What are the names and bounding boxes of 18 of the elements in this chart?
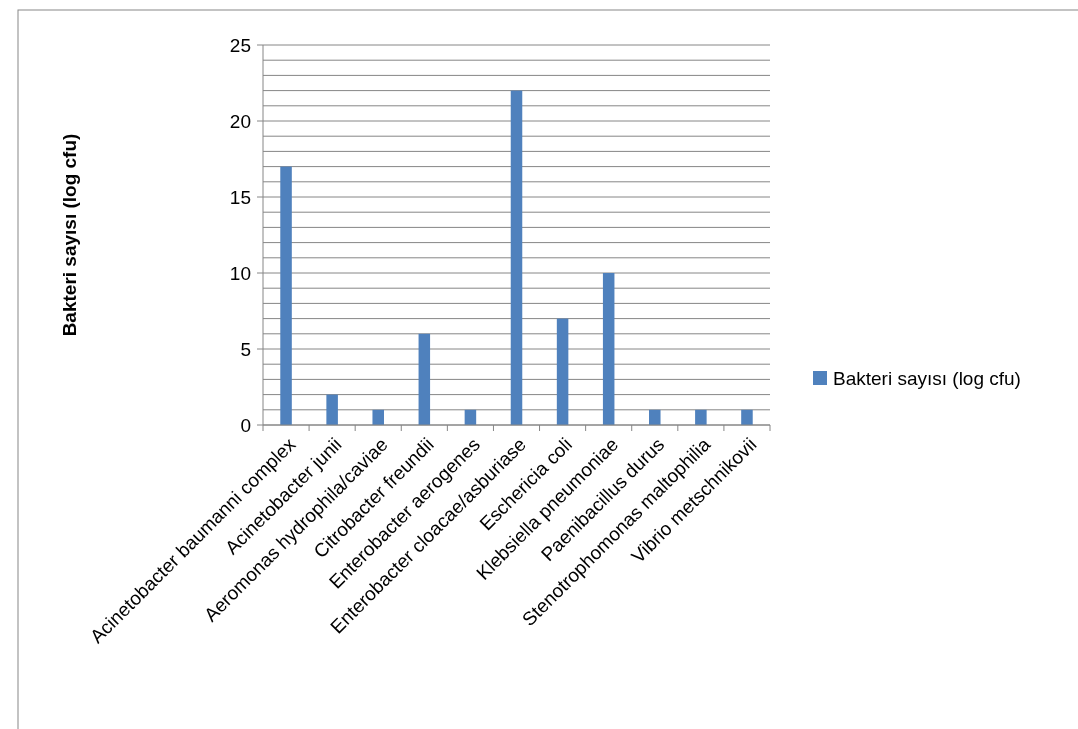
bar	[602, 273, 615, 425]
bar	[372, 409, 384, 425]
bar	[510, 90, 523, 425]
bar	[741, 409, 753, 425]
bar	[418, 333, 431, 425]
y-tick-label: 20	[229, 110, 251, 132]
y-tick-label: 25	[229, 34, 251, 56]
y-axis-title: Bakteri sayısı (log cfu)	[59, 133, 80, 337]
y-tick-label: 15	[229, 186, 251, 208]
bar	[556, 318, 569, 425]
y-tick-label: 10	[229, 262, 251, 284]
bar	[649, 409, 661, 425]
y-tick-label: 0	[240, 414, 251, 436]
legend-label: Bakteri sayısı (log cfu)	[833, 367, 1021, 389]
bar	[695, 409, 707, 425]
y-tick-label: 5	[240, 338, 251, 360]
bar	[280, 166, 292, 425]
bar	[326, 394, 338, 425]
